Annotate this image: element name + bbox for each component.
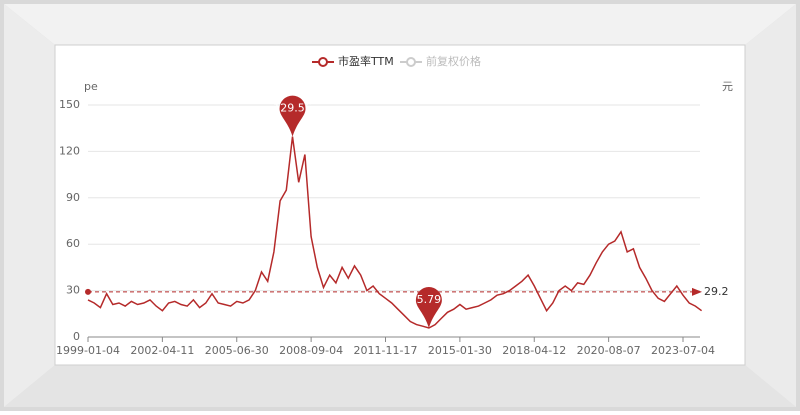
y-tick-label: 30 <box>66 284 80 297</box>
frame-right <box>745 4 796 407</box>
y2-axis-label: 元 <box>722 80 733 93</box>
x-tick-label: 2011-11-17 <box>354 344 418 357</box>
x-tick-label: 1999-01-04 <box>56 344 120 357</box>
x-tick-label: 2020-08-07 <box>577 344 641 357</box>
y-axis-label: pe <box>84 80 98 93</box>
y-tick-label: 60 <box>66 237 80 250</box>
y-tick-label: 120 <box>59 144 80 157</box>
legend-label[interactable]: 市盈率TTM <box>338 54 394 68</box>
mark-line-start <box>85 288 91 295</box>
mark-pin <box>415 287 442 329</box>
x-tick-label: 2023-07-04 <box>651 344 715 357</box>
mark-pin-label: 5.79 <box>417 293 442 306</box>
y-tick-label: 90 <box>66 191 80 204</box>
mark-pin <box>279 95 306 137</box>
x-tick-label: 2008-09-04 <box>279 344 343 357</box>
legend-marker[interactable] <box>406 57 416 67</box>
frame-left <box>4 4 55 407</box>
legend-marker[interactable] <box>318 57 328 67</box>
frame-bottom <box>4 365 796 407</box>
frame-top <box>4 4 796 45</box>
mark-pin-label: 129.56 <box>273 102 312 115</box>
x-tick-label: 2018-04-12 <box>502 344 566 357</box>
mark-line-arrow <box>692 287 702 296</box>
x-tick-label: 2002-04-11 <box>130 344 194 357</box>
chart-area <box>54 44 746 366</box>
series-line <box>87 136 703 329</box>
mark-line-label: 29.2 <box>704 285 729 298</box>
x-tick-label: 2005-06-30 <box>205 344 269 357</box>
x-tick-label: 2015-01-30 <box>428 344 492 357</box>
legend-label[interactable]: 前复权价格 <box>426 54 481 68</box>
y-tick-label: 0 <box>73 330 80 343</box>
y-tick-label: 150 <box>59 98 80 111</box>
